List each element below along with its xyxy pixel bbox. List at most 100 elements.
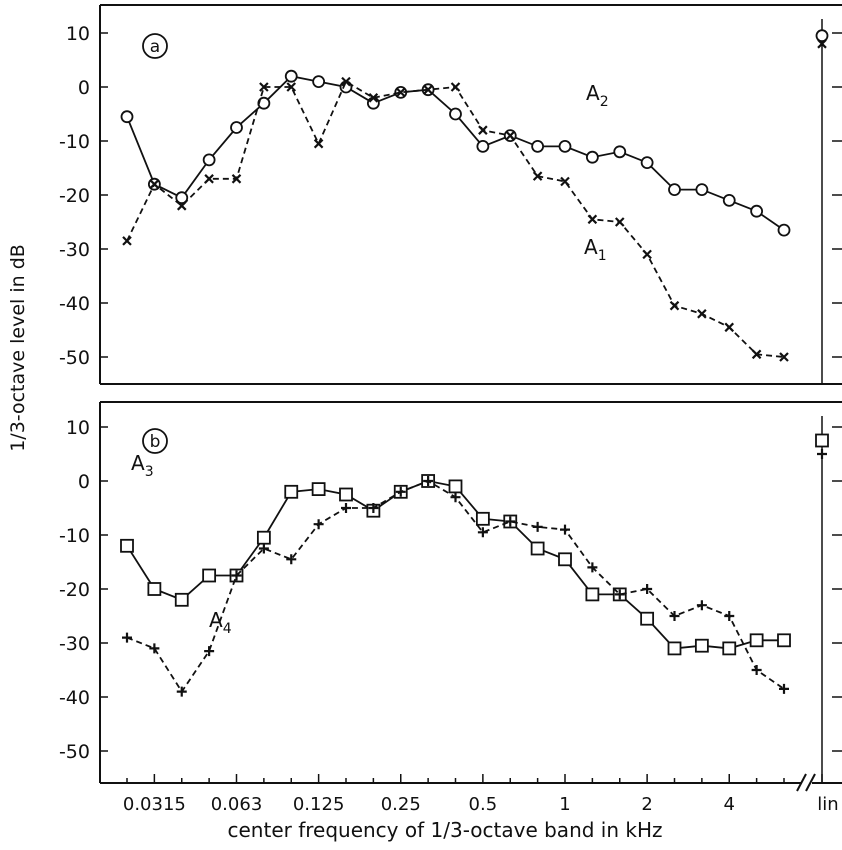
point-A1 xyxy=(286,82,297,92)
point-A1 xyxy=(478,125,488,135)
series-line-A2 xyxy=(126,75,785,231)
panel-label-circle xyxy=(142,33,168,59)
point-A3 xyxy=(667,641,682,656)
series-line-A4 xyxy=(126,480,785,694)
point-A2 xyxy=(175,191,189,205)
y-tick-label: -40 xyxy=(59,293,90,315)
point-A2 xyxy=(815,29,829,43)
point-A1 xyxy=(532,171,543,181)
point-A3 xyxy=(530,541,545,556)
y-tick-label: -30 xyxy=(59,239,90,261)
series-label-A3: A3 xyxy=(131,451,154,480)
x-tick-label: 4 xyxy=(724,794,735,815)
point-A1 xyxy=(313,138,324,149)
point-A3 xyxy=(815,433,829,448)
y-tick-label: -50 xyxy=(59,347,90,369)
point-A4 xyxy=(817,449,827,459)
point-A1 xyxy=(751,349,762,360)
point-A3 xyxy=(284,484,299,499)
series-label-A4: A4 xyxy=(209,608,232,637)
point-A1 xyxy=(724,322,735,333)
point-A3 xyxy=(256,530,271,545)
point-A1 xyxy=(259,82,269,92)
point-A3 xyxy=(777,633,791,648)
point-A1 xyxy=(779,352,789,362)
x-tick-label: 2 xyxy=(641,794,652,815)
point-A2 xyxy=(257,96,271,110)
point-A1 xyxy=(341,76,351,87)
point-A1 xyxy=(176,201,187,211)
panel-label-circle xyxy=(142,428,168,454)
y-tick-label: -30 xyxy=(59,633,90,655)
point-A2 xyxy=(640,156,654,170)
point-A3 xyxy=(147,582,162,596)
point-A3 xyxy=(174,592,189,607)
point-A2 xyxy=(202,153,216,167)
x-tick-label: 1 xyxy=(559,794,570,815)
point-A1 xyxy=(423,84,433,95)
y-tick-label: 10 xyxy=(66,23,90,45)
axes-layer xyxy=(99,4,842,792)
point-A2 xyxy=(558,139,572,153)
point-A1 xyxy=(231,174,242,184)
point-A3 xyxy=(202,568,217,583)
x-tick-label: 0.125 xyxy=(293,794,345,815)
point-A4 xyxy=(341,503,351,513)
point-A4 xyxy=(368,503,379,513)
point-A1 xyxy=(587,214,598,225)
point-A1 xyxy=(450,82,461,92)
point-A4 xyxy=(779,683,789,694)
point-A4 xyxy=(313,519,324,530)
point-A1 xyxy=(395,87,406,98)
point-A2 xyxy=(695,183,709,197)
axis-break-mark xyxy=(805,773,816,792)
point-A4 xyxy=(532,521,543,532)
point-A1 xyxy=(368,93,379,103)
x-tick-label: 0.0315 xyxy=(123,794,186,815)
y-tick-label: -50 xyxy=(59,741,90,763)
point-A1 xyxy=(817,39,827,49)
point-A1 xyxy=(614,217,625,227)
point-A1 xyxy=(122,236,132,246)
point-A2 xyxy=(120,110,134,124)
point-A1 xyxy=(505,130,516,141)
x-tick-label: 0.5 xyxy=(469,794,498,815)
point-A4 xyxy=(669,611,680,621)
y-tick-label: -40 xyxy=(59,687,90,709)
point-A4 xyxy=(614,589,625,600)
point-A4 xyxy=(751,665,762,675)
point-A2 xyxy=(531,139,545,153)
point-A3 xyxy=(585,587,600,602)
series-layer xyxy=(120,29,829,697)
point-A2 xyxy=(668,183,681,197)
point-A2 xyxy=(312,75,326,88)
point-A3 xyxy=(722,641,737,656)
x-tick-label: 0.063 xyxy=(211,794,263,815)
series-label-A1: A1 xyxy=(584,235,607,264)
point-A3 xyxy=(339,487,353,502)
point-A1 xyxy=(669,300,680,311)
point-A4 xyxy=(231,570,242,581)
point-A4 xyxy=(724,611,735,621)
point-A4 xyxy=(560,524,570,535)
point-A2 xyxy=(585,150,599,164)
y-tick-label: 0 xyxy=(78,77,90,99)
point-A2 xyxy=(777,223,791,237)
point-A1 xyxy=(204,174,214,184)
point-A3 xyxy=(694,638,709,653)
point-A4 xyxy=(423,476,434,486)
y-tick-label: -10 xyxy=(59,525,90,547)
point-A4 xyxy=(642,584,653,594)
point-A3 xyxy=(749,633,764,648)
point-A4 xyxy=(477,527,488,538)
point-A4 xyxy=(696,600,707,611)
point-A4 xyxy=(286,554,297,565)
axis-break-mark xyxy=(796,773,807,792)
y-tick-label: -20 xyxy=(59,579,90,601)
y-tick-label: -10 xyxy=(59,131,90,153)
point-A2 xyxy=(230,121,243,134)
point-A3 xyxy=(640,611,655,626)
point-A4 xyxy=(122,632,132,643)
panel-label: a xyxy=(150,37,160,57)
point-A4 xyxy=(258,543,269,554)
